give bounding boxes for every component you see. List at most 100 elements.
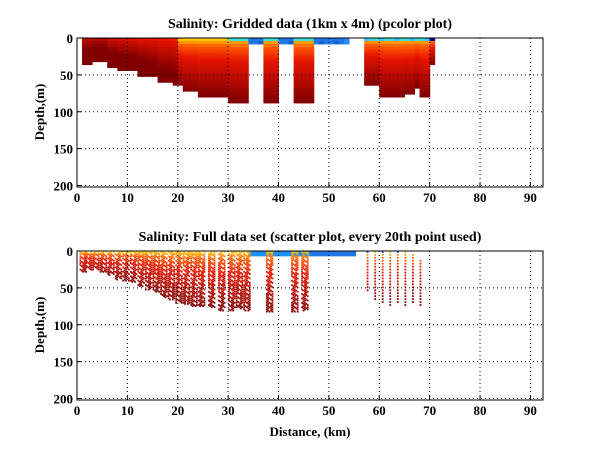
pcolor-cell	[142, 61, 149, 66]
pcolor-cell	[384, 82, 390, 86]
scatter-point	[248, 268, 251, 271]
pcolor-cell	[223, 55, 229, 60]
pcolor-cell	[187, 61, 194, 66]
pcolor-cell	[223, 70, 229, 74]
scatter-point	[277, 253, 280, 256]
scatter-point	[263, 254, 266, 257]
scatter-point	[233, 284, 236, 286]
scatter-point	[195, 266, 198, 269]
scatter-point	[199, 291, 202, 294]
pcolor-cell	[213, 38, 219, 42]
scatter-point	[146, 272, 149, 274]
scatter-point	[190, 255, 193, 258]
scatter-point	[79, 253, 82, 256]
pcolor-cell	[228, 64, 234, 69]
scatter-point	[202, 254, 204, 257]
pcolor-cell	[268, 43, 274, 48]
pcolor-cell	[364, 79, 370, 83]
pcolor-cell	[303, 91, 310, 95]
scatter-point	[175, 277, 178, 280]
gridded-plot: Salinity: Gridded data (1km x 4m) (pcolo…	[32, 17, 544, 205]
scatter-point	[248, 304, 251, 306]
scatter-point	[195, 290, 198, 293]
scatter-point	[230, 266, 233, 269]
pcolor-cell	[97, 46, 103, 51]
pcolor-cell	[187, 73, 194, 77]
scatter-point	[412, 262, 414, 265]
pcolor-cell	[389, 61, 395, 66]
pcolor-cell	[283, 38, 290, 42]
scatter-point	[304, 254, 307, 257]
scatter-point	[419, 301, 422, 303]
pcolor-cell	[399, 85, 405, 89]
scatter-point	[156, 274, 159, 277]
scatter-point	[348, 251, 351, 253]
scatter-point	[212, 296, 215, 299]
scatter-point	[209, 283, 212, 285]
scatter-point	[173, 293, 176, 295]
scatter-point	[232, 287, 235, 290]
pcolor-cell	[202, 70, 209, 74]
scatter-point	[301, 252, 304, 255]
scatter-point	[244, 267, 247, 270]
scatter-point	[301, 259, 303, 262]
scatter-point	[158, 286, 161, 289]
pcolor-cell	[233, 91, 239, 95]
scatter-point	[191, 289, 194, 292]
scatter-point	[167, 288, 170, 291]
scatter-point	[125, 270, 127, 273]
pcolor-cell	[389, 91, 395, 95]
scatter-point	[110, 253, 112, 256]
scatter-point	[246, 251, 248, 253]
pcolor-cell	[167, 67, 174, 71]
pcolor-cell	[308, 49, 315, 54]
scatter-point	[239, 263, 242, 265]
scatter-point	[241, 255, 244, 258]
scatter-point	[291, 270, 293, 273]
scatter-point	[243, 301, 246, 304]
scatter-point	[88, 267, 91, 270]
scatter-point	[404, 253, 407, 256]
scatter-point	[271, 257, 274, 260]
scatter-point	[219, 274, 222, 277]
scatter-point	[222, 289, 225, 292]
pcolor-cell	[243, 79, 249, 83]
scatter-point	[292, 300, 295, 303]
pcolor-cell	[419, 52, 426, 57]
scatter-point	[260, 251, 263, 253]
scatter-point	[271, 281, 274, 284]
scatter-point	[193, 290, 195, 293]
scatter-point	[218, 304, 220, 306]
scatter-point	[304, 308, 306, 311]
scatter-point	[145, 284, 147, 286]
scatter-point	[162, 264, 165, 267]
scatter-point	[243, 262, 246, 264]
pcolor-cell	[147, 67, 154, 71]
scatter-point	[170, 253, 173, 256]
pcolor-cell	[303, 46, 310, 51]
scatter-point	[171, 252, 174, 254]
pcolor-cell	[303, 70, 310, 74]
pcolor-cell	[369, 40, 375, 45]
scatter-point	[209, 267, 212, 270]
scatter-point	[200, 281, 203, 284]
scatter-point	[218, 295, 220, 298]
scatter-point	[88, 258, 91, 261]
scatter-point	[199, 256, 202, 259]
scatter-points	[79, 251, 422, 313]
scatter-point	[165, 286, 168, 289]
pcolor-cell	[238, 82, 244, 86]
pcolor-cell	[308, 97, 315, 101]
pcolor-cell	[243, 97, 249, 101]
scatter-point	[141, 256, 144, 259]
scatter-point	[176, 280, 179, 283]
scatter-point	[143, 255, 145, 258]
scatter-point	[116, 263, 118, 265]
scatter-point	[212, 289, 215, 292]
scatter-point	[185, 262, 188, 264]
scatter-point	[175, 284, 178, 286]
pcolor-cell	[303, 97, 310, 101]
scatter-point	[255, 252, 258, 255]
scatter-point	[396, 265, 399, 268]
pcolor-cell	[197, 46, 204, 51]
